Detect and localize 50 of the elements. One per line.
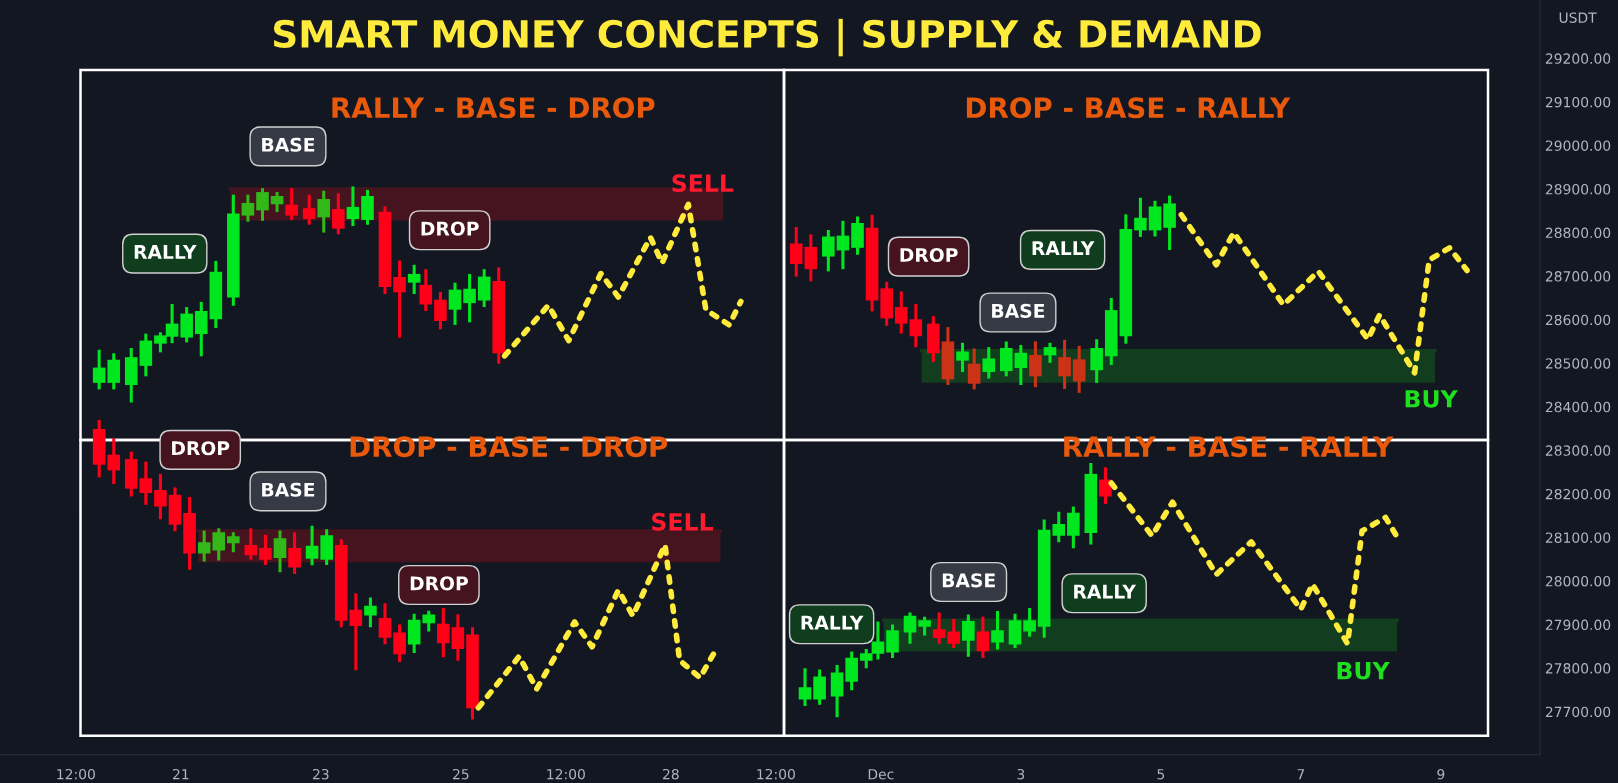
annotation: DROP - BASE - DROP	[350, 436, 668, 458]
y-tick-label: 28500.00	[1545, 358, 1611, 369]
y-tick-label: 28800.00	[1545, 227, 1611, 239]
annotation: DROP	[421, 221, 479, 236]
annotation: DROP	[172, 441, 230, 456]
annotation: RALLY	[1032, 241, 1095, 256]
annotation: BASE	[262, 137, 315, 152]
annotation: RALLY	[134, 245, 197, 259]
annotation: BASE	[942, 573, 995, 588]
y-tick-label: 28300.00	[1545, 445, 1611, 456]
y-tick-label: 29100.00	[1545, 96, 1611, 108]
y-tick-label: 28600.00	[1545, 314, 1611, 326]
y-tick-label: 29000.00	[1545, 140, 1611, 151]
x-tick-label: 7	[1297, 769, 1305, 780]
x-tick-label: 12:00	[57, 768, 95, 780]
annotation: SELL	[652, 512, 713, 531]
y-tick-label: 28000.00	[1545, 576, 1611, 587]
annotation: SELL	[672, 174, 734, 193]
annotation: BUY	[1405, 390, 1458, 408]
x-tick-label: 5	[1157, 769, 1165, 780]
annotation: RALLY	[801, 615, 864, 630]
annotation: DROP	[410, 576, 468, 591]
x-tick-label: 9	[1437, 768, 1445, 780]
x-tick-label: 28	[663, 768, 679, 780]
y-tick-label: 28900.00	[1545, 184, 1611, 195]
x-tick-label: 12:00	[547, 768, 585, 780]
x-tick-label: 21	[173, 768, 189, 780]
annotation: RALLY	[1074, 584, 1137, 599]
y-tick-label: 28400.00	[1545, 401, 1611, 413]
annotation: RALLY - BASE - DROP	[332, 97, 655, 119]
text: SMART MONEY CONCEPTS | SUPPLY & DEMAND	[273, 18, 1261, 57]
x-tick-label: 25	[453, 768, 469, 780]
x-tick-label: Dec	[868, 769, 894, 780]
annotation: DROP	[900, 247, 958, 263]
y-tick-label: 28700.00	[1545, 271, 1611, 282]
x-tick-label: 12:00	[757, 768, 795, 780]
y-tick-label: 27700.00	[1545, 706, 1611, 718]
annotation: BASE	[992, 303, 1045, 318]
y-axis-title: USDT	[1559, 12, 1597, 23]
annotation: DROP - BASE - RALLY	[966, 97, 1291, 119]
x-tick-label: 3	[1017, 768, 1025, 780]
x-tick-label: 23	[313, 768, 329, 780]
y-tick-label: 29200.00	[1545, 53, 1611, 64]
y-tick-label: 27800.00	[1545, 663, 1611, 674]
annotation: RALLY - BASE - RALLY	[1064, 436, 1394, 458]
y-tick-label: 27900.00	[1545, 619, 1611, 631]
y-tick-label: 28100.00	[1545, 532, 1611, 543]
annotation: BASE	[262, 482, 315, 497]
y-tick-label: 28200.00	[1545, 488, 1611, 500]
annotation: BUY	[1337, 662, 1390, 680]
